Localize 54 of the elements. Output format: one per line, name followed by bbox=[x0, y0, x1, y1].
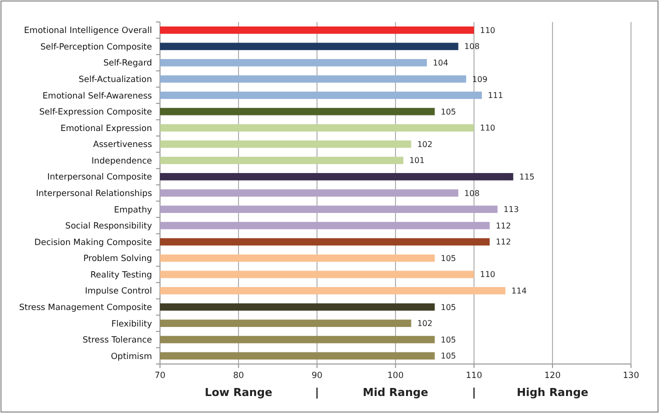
text: | bbox=[472, 386, 476, 399]
data-label: 108 bbox=[464, 188, 480, 198]
text: | bbox=[314, 386, 320, 399]
y-tick-label: Emotional Self-Awareness bbox=[42, 91, 153, 102]
data-label: 111 bbox=[488, 91, 504, 100]
data-label: 105 bbox=[440, 352, 456, 361]
y-tick-label: Assertiveness bbox=[93, 140, 153, 150]
y-tick-label: Flexibility bbox=[111, 319, 152, 330]
data-label: 109 bbox=[472, 74, 488, 84]
y-tick-label: Problem Solving bbox=[83, 254, 152, 264]
data-label: 114 bbox=[511, 286, 527, 296]
y-tick-label: Stress Tolerance bbox=[82, 336, 152, 346]
y-tick-label: Self-Expression Composite bbox=[39, 108, 152, 118]
y-tick-label: Self-Perception Composite bbox=[40, 42, 152, 52]
x-tick-label: 80 bbox=[233, 371, 244, 381]
y-tick-label: Emotional Expression bbox=[60, 124, 152, 134]
data-label: 105 bbox=[440, 302, 456, 312]
data-label: 105 bbox=[440, 254, 456, 263]
y-tick-label: Reality Testing bbox=[90, 270, 152, 280]
y-tick-label: Impulse Control bbox=[84, 286, 152, 297]
text: Low Range bbox=[204, 386, 272, 399]
data-label: 108 bbox=[464, 42, 480, 52]
y-tick-label: Self-Regard bbox=[103, 58, 152, 69]
data-label: 110 bbox=[480, 26, 496, 35]
y-tick-label: Interpersonal Relationships bbox=[36, 188, 153, 199]
x-tick-label: 100 bbox=[387, 371, 404, 381]
y-tick-label: Interpersonal Composite bbox=[47, 172, 152, 183]
data-label: 112 bbox=[496, 221, 511, 230]
y-tick-label: Empathy bbox=[114, 205, 152, 216]
data-label: 102 bbox=[417, 140, 432, 149]
data-label: 102 bbox=[417, 319, 432, 328]
data-label: 110 bbox=[480, 124, 496, 133]
y-tick-label: Stress Management Composite bbox=[19, 302, 152, 313]
data-label: 105 bbox=[440, 107, 456, 116]
data-label: 104 bbox=[432, 58, 448, 68]
x-tick-label: 90 bbox=[312, 371, 322, 381]
data-label: 112 bbox=[496, 238, 511, 247]
y-tick-label: Social Responsibility bbox=[65, 222, 152, 232]
x-tick-label: 130 bbox=[622, 371, 640, 381]
text: High Range bbox=[516, 386, 588, 399]
x-tick-label: 70 bbox=[154, 371, 166, 381]
data-label: 110 bbox=[480, 270, 496, 280]
data-label: 105 bbox=[440, 335, 456, 344]
data-label: 113 bbox=[504, 205, 519, 214]
data-label: 115 bbox=[519, 172, 535, 182]
data-label: 101 bbox=[409, 156, 425, 166]
y-tick-label: Decision Making Composite bbox=[34, 238, 152, 248]
x-tick-label: 120 bbox=[544, 371, 561, 381]
y-tick-label: Self-Actualization bbox=[78, 74, 152, 85]
y-tick-label: Emotional Intelligence Overall bbox=[24, 26, 152, 36]
text: Mid Range bbox=[362, 386, 428, 399]
y-tick-label: Independence bbox=[92, 156, 152, 166]
x-tick-label: 110 bbox=[466, 371, 482, 381]
y-tick-label: Optimism bbox=[110, 352, 152, 362]
